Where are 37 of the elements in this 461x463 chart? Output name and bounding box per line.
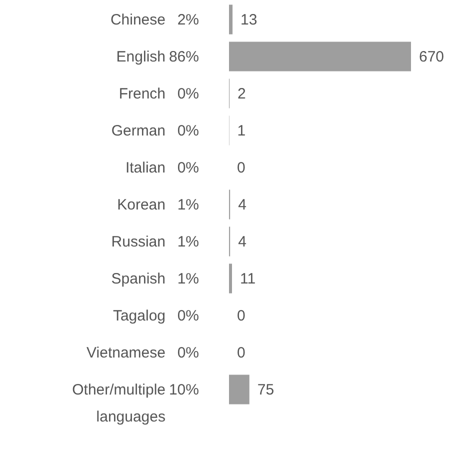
- y-tick-label: Tagalog: [112, 308, 166, 324]
- data-label: 75: [257, 382, 274, 398]
- bar: [229, 4, 233, 34]
- y-tick-label: German: [111, 122, 166, 140]
- y-tick-label: Russian: [111, 234, 166, 250]
- y-tick-label: Italian: [125, 160, 166, 176]
- bar: [229, 374, 250, 404]
- data-label: 1: [237, 122, 246, 140]
- y-tick-label: Vietnamese: [86, 344, 166, 362]
- data-label: 0: [237, 160, 246, 176]
- bar: [229, 264, 232, 294]
- text: 86%: [168, 48, 199, 66]
- data-label: 11: [240, 270, 256, 288]
- text: 0%: [177, 122, 199, 140]
- data-label: 0: [237, 308, 246, 324]
- y-tick-label: Chinese: [110, 12, 166, 28]
- data-label: 0: [237, 344, 246, 362]
- text: 0%: [177, 344, 199, 362]
- data-label: 4: [238, 196, 246, 214]
- text: 1%: [177, 196, 199, 214]
- text: 1%: [177, 270, 199, 288]
- text: 10%: [168, 382, 199, 398]
- data-label: 4: [238, 234, 246, 250]
- text: 0%: [177, 308, 199, 324]
- text: 0%: [177, 86, 199, 102]
- y-tick-label: French: [118, 86, 166, 102]
- data-label: 13: [240, 12, 258, 28]
- y-tick-label: English: [116, 48, 166, 66]
- bar: [229, 42, 411, 72]
- y-tick-label: Spanish: [111, 270, 166, 288]
- text: 2%: [177, 12, 199, 28]
- text: 0%: [177, 160, 199, 176]
- y-tick-label: Korean: [117, 196, 166, 214]
- data-label: 2: [238, 86, 246, 102]
- y-tick-label: Other/multiple languages: [72, 382, 166, 426]
- text: 1%: [177, 234, 199, 250]
- data-label: 670: [419, 48, 444, 66]
